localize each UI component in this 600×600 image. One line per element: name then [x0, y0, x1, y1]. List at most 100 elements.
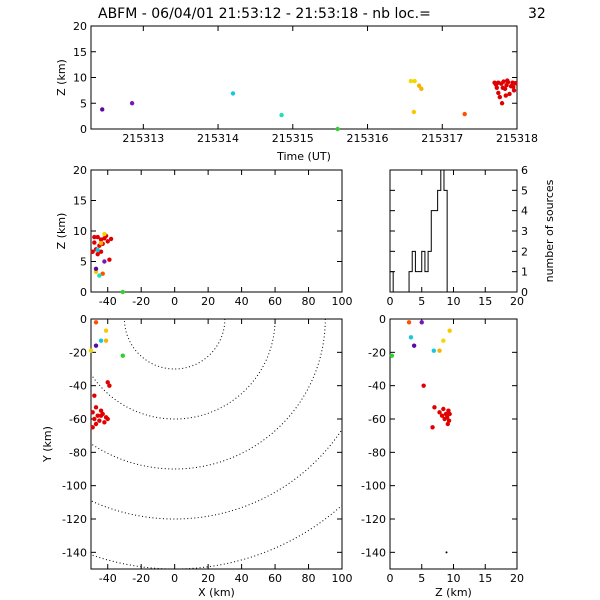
plan-view-ylabel: Y (km) — [41, 426, 54, 463]
plan-view-point — [98, 338, 104, 343]
plan-view-point — [103, 338, 109, 343]
z-y-view-ytick-label: -140 — [361, 546, 386, 559]
z-y-view-point — [446, 408, 451, 413]
z-histogram-ylabel: number of sources — [543, 179, 556, 282]
time-height-point — [416, 83, 422, 88]
z-y-view-xlabel: Z (km) — [435, 586, 472, 599]
plan-view-point — [120, 353, 125, 358]
x-height-xtick-label: 20 — [201, 295, 215, 308]
z-histogram-ytick-label: 0 — [521, 286, 528, 299]
time-height-point — [100, 107, 105, 112]
x-height-xtick-label: 0 — [171, 295, 178, 308]
time-height-xtick-label: 215318 — [496, 132, 538, 145]
time-height-point — [419, 86, 424, 92]
z-y-view-point — [389, 353, 395, 358]
time-height-point — [503, 93, 508, 98]
source-count: 32 — [528, 6, 546, 22]
time-height-point — [513, 80, 518, 86]
x-height-point — [95, 234, 100, 240]
plan-view-point — [90, 410, 95, 415]
time-height-point — [335, 126, 340, 132]
x-height-ytick-label: 20 — [73, 164, 87, 177]
z-histogram-xtick-label: 15 — [478, 295, 492, 308]
time-height-point — [412, 78, 417, 84]
plan-view-axes: -40 -20 0 20 40 60 80 100 -140 -120 -100 -80 -60 -40 -… — [41, 313, 353, 599]
time-height-frame — [90, 25, 518, 130]
time-height-xlabel: Time (UT) — [276, 150, 331, 163]
plan-view-xlabel: X (km) — [198, 586, 235, 599]
x-height-point — [97, 273, 102, 278]
plan-view-xtick-label: 80 — [302, 572, 316, 585]
time-height-points — [100, 78, 518, 132]
plan-view-point — [92, 393, 97, 398]
z-y-view-axes: 0 5 10 15 20 -140 -120 -100 -80 -60 -40 -20 0 Z (km) — [361, 313, 524, 599]
x-height-point — [120, 289, 125, 295]
x-height-point — [98, 249, 104, 254]
x-height-ylabel: Z (km) — [55, 213, 68, 250]
time-height-point — [493, 82, 499, 87]
plan-view-point — [95, 413, 100, 418]
plan-view-point — [105, 380, 110, 385]
z-y-view-ytick-label: -20 — [368, 346, 386, 359]
x-height-point — [98, 237, 104, 242]
z-histogram-ytick-label: 1 — [521, 266, 528, 279]
z-y-view-point — [447, 411, 452, 417]
z-y-view-point — [445, 551, 448, 554]
time-height-point — [499, 101, 505, 106]
z-y-view-point — [411, 343, 417, 348]
histogram-outline — [389, 169, 454, 293]
z-histogram-ytick-label: 2 — [521, 245, 528, 258]
z-y-view-point — [437, 410, 442, 415]
z-y-view-point — [445, 421, 450, 427]
z-y-view-xtick-label: 10 — [447, 572, 461, 585]
time-height-ytick-label: 5 — [80, 97, 87, 110]
x-height-points — [90, 231, 125, 295]
time-height-point — [279, 112, 284, 118]
plan-view-xtick-label: -40 — [99, 572, 117, 585]
plan-view-xtick-label: 0 — [171, 572, 178, 585]
time-height-ytick-label: 20 — [73, 20, 87, 33]
x-height-ytick-label: 5 — [80, 256, 87, 269]
plan-view-ytick-label: -40 — [69, 380, 87, 393]
time-height-ylabel: Z (km) — [55, 59, 68, 96]
x-height-xtick-label: 60 — [268, 295, 282, 308]
x-height-point — [92, 234, 97, 240]
time-height-xtick-label: 215314 — [197, 132, 239, 145]
plan-view-frame — [90, 318, 343, 570]
x-height-xtick-label: 80 — [302, 295, 316, 308]
plan-view-point — [88, 348, 94, 353]
z-y-view-xtick-label: 5 — [418, 572, 425, 585]
plan-view-xtick-label: 60 — [268, 572, 282, 585]
plan-view-xtick-label: 100 — [332, 572, 353, 585]
z-histogram-ytick-label: 3 — [521, 225, 528, 238]
x-height-ytick-label: 10 — [73, 225, 87, 238]
z-y-view-ytick-label: -80 — [368, 446, 386, 459]
z-y-view-ytick-label: -120 — [361, 513, 386, 526]
plan-view-point — [93, 343, 99, 348]
time-height-ytick-label: 10 — [73, 72, 87, 85]
time-height-point — [408, 78, 414, 84]
x-height-point — [102, 259, 107, 264]
plan-view-point — [93, 320, 99, 325]
z-histogram-xtick-label: 5 — [418, 295, 425, 308]
plan-view-points — [88, 320, 125, 430]
figure-title: ABFM - 06/04/01 21:53:12 - 21:53:18 - nb… — [98, 6, 431, 22]
z-y-view-point — [447, 328, 452, 333]
time-height-ytick-label: 15 — [73, 46, 87, 59]
x-height-point — [92, 240, 97, 245]
x-height-axes: -40 -20 0 20 40 60 80 100 0 5 10 15 20 Z (km) — [55, 164, 353, 308]
x-height-point — [108, 236, 114, 242]
x-height-point — [105, 239, 110, 244]
time-height-point — [497, 94, 503, 100]
plan-view-ytick-label: -120 — [62, 513, 87, 526]
plan-view-ytick-label: -60 — [69, 413, 87, 426]
time-height-point — [507, 91, 512, 97]
z-y-view-ytick-label: -60 — [368, 413, 386, 426]
x-height-point — [95, 247, 100, 253]
plan-view-point — [102, 420, 107, 425]
z-histogram-ytick-label: 5 — [521, 184, 528, 197]
time-height-xtick-label: 215313 — [122, 132, 164, 145]
time-height-point — [500, 85, 505, 91]
